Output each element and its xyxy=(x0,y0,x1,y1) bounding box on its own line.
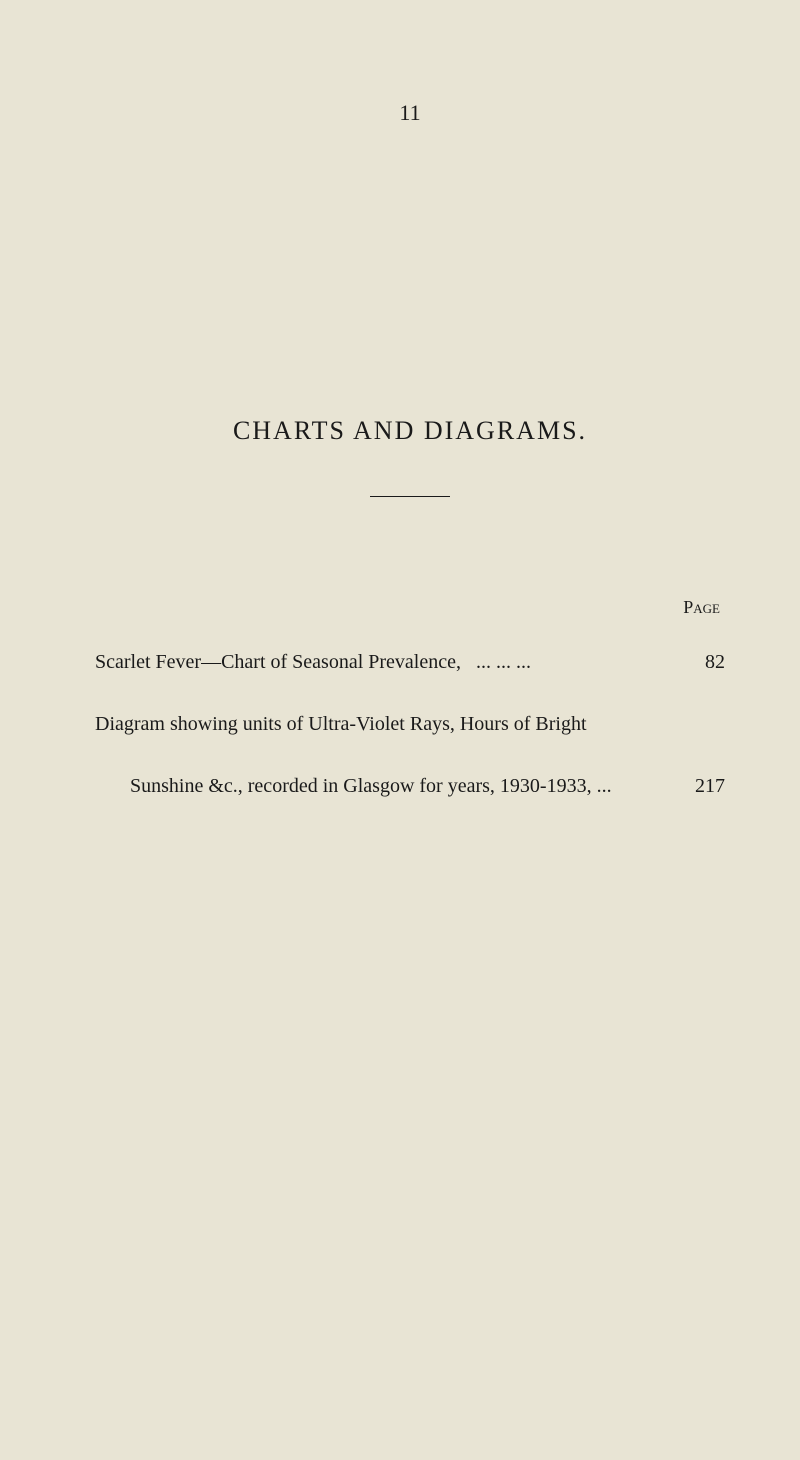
toc-leader: ... ... ... xyxy=(461,646,675,678)
toc-entry-text: Scarlet Fever—Chart of Seasonal Prevalen… xyxy=(95,646,461,678)
column-header-page: Page xyxy=(95,597,725,618)
document-page: 11 CHARTS AND DIAGRAMS. Page Scarlet Fev… xyxy=(0,0,800,1460)
toc-entry-continuation: Diagram showing units of Ultra-Violet Ra… xyxy=(95,708,725,740)
toc-entry-text: Sunshine &c., recorded in Glasgow for ye… xyxy=(130,770,612,802)
toc-entry: Scarlet Fever—Chart of Seasonal Prevalen… xyxy=(95,646,725,678)
divider-line xyxy=(370,496,450,497)
toc-entry-page: 82 xyxy=(675,646,725,678)
toc-entry-page: 217 xyxy=(665,770,725,802)
section-title: CHARTS AND DIAGRAMS. xyxy=(95,416,725,446)
page-number: 11 xyxy=(95,100,725,126)
toc-entry: Sunshine &c., recorded in Glasgow for ye… xyxy=(95,770,725,802)
